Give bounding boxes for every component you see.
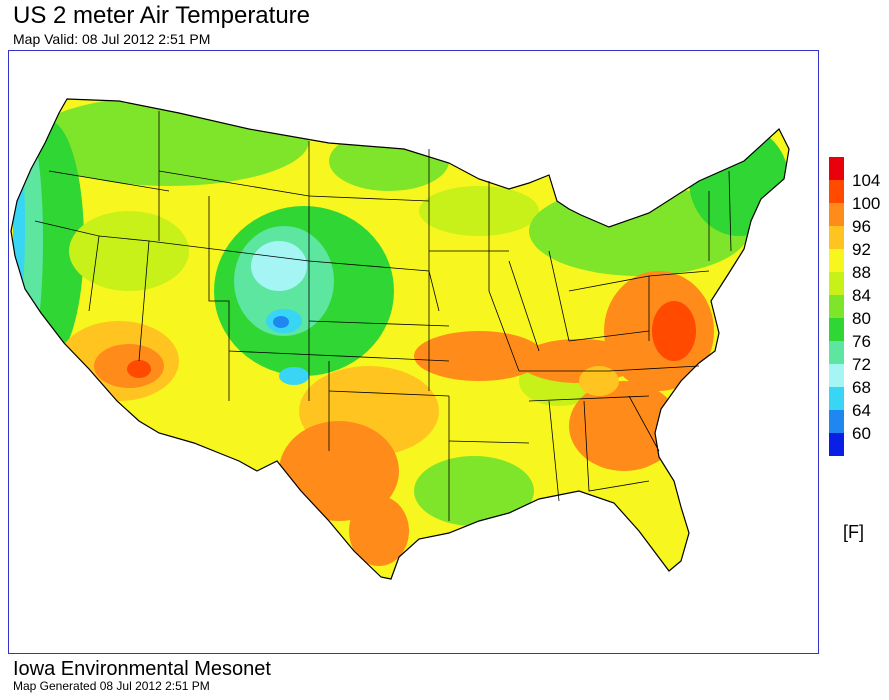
organization-name: Iowa Environmental Mesonet bbox=[13, 658, 271, 680]
legend-units: [F] bbox=[843, 522, 864, 542]
legend-swatch bbox=[829, 387, 844, 410]
us-border bbox=[10, 98, 790, 580]
legend-swatch bbox=[829, 226, 844, 249]
legend-label: 88 bbox=[852, 263, 871, 282]
legend-label: 92 bbox=[852, 240, 871, 259]
legend-label: 96 bbox=[852, 217, 871, 236]
us-map-svg bbox=[10, 98, 790, 580]
map-valid-time: Map Valid: 08 Jul 2012 2:51 PM bbox=[13, 31, 211, 47]
legend-label: 84 bbox=[852, 286, 871, 305]
map-title: US 2 meter Air Temperature bbox=[13, 2, 311, 29]
legend-label: 76 bbox=[852, 332, 871, 351]
legend-label: 80 bbox=[852, 309, 871, 328]
legend-label: 60 bbox=[852, 424, 871, 443]
legend-label: 104 bbox=[852, 171, 881, 190]
legend-swatch bbox=[829, 249, 844, 272]
legend-swatch bbox=[829, 203, 844, 226]
map-generated-time: Map Generated 08 Jul 2012 2:51 PM bbox=[13, 679, 210, 693]
legend-swatch bbox=[829, 272, 844, 295]
legend-swatch bbox=[829, 433, 844, 456]
legend-swatch bbox=[829, 364, 844, 387]
state-boundaries bbox=[34, 111, 732, 521]
legend-swatch bbox=[829, 318, 844, 341]
legend-swatch bbox=[829, 180, 844, 203]
legend-swatch bbox=[829, 341, 844, 364]
legend-swatch bbox=[829, 157, 844, 180]
legend-label: 100 bbox=[852, 194, 881, 213]
legend-label: 68 bbox=[852, 378, 871, 397]
temperature-map bbox=[8, 50, 819, 654]
legend-label: 72 bbox=[852, 355, 871, 374]
legend-label: 64 bbox=[852, 401, 871, 420]
legend-swatch bbox=[829, 410, 844, 433]
legend-swatch bbox=[829, 295, 844, 318]
